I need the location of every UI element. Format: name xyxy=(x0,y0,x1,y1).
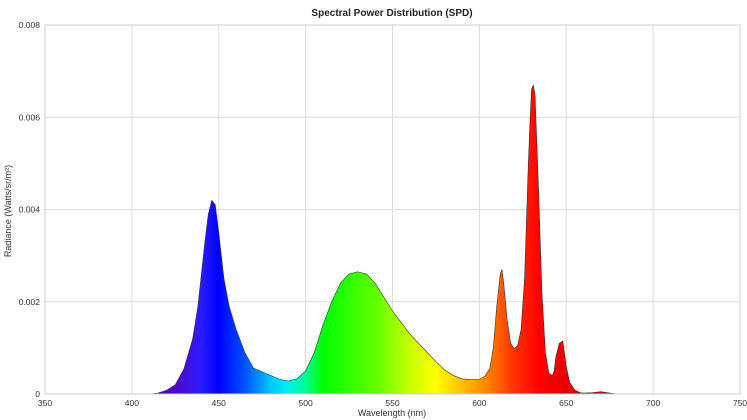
x-tick-labels: 350 400 450 500 550 600 650 700 750 xyxy=(38,398,747,408)
y-tick-label: 0.002 xyxy=(19,297,41,307)
y-axis-label: Radiance (Watts/sr/m²) xyxy=(3,165,13,257)
plot-frame xyxy=(44,24,741,395)
spectrum-area xyxy=(97,83,740,394)
chart-title: Spectral Power Distribution (SPD) xyxy=(311,8,472,19)
x-tick-label: 450 xyxy=(212,398,226,408)
y-tick-label: 0.004 xyxy=(19,205,41,215)
x-tick-label: 550 xyxy=(385,398,399,408)
y-tick-label: 0.008 xyxy=(19,20,41,30)
y-tick-labels: 0 0.002 0.004 0.006 0.008 xyxy=(19,20,41,399)
x-tick-label: 650 xyxy=(559,398,573,408)
x-tick-label: 400 xyxy=(125,398,139,408)
x-tick-label: 500 xyxy=(299,398,313,408)
spd-area-series xyxy=(97,83,740,394)
x-tick-label: 350 xyxy=(38,398,52,408)
x-tick-label: 750 xyxy=(733,398,747,408)
x-tick-label: 700 xyxy=(646,398,660,408)
y-tick-label: 0.006 xyxy=(19,112,41,122)
y-tick-label: 0 xyxy=(35,389,40,399)
x-tick-label: 600 xyxy=(472,398,486,408)
x-axis-label: Wavelength (nm) xyxy=(358,408,426,418)
